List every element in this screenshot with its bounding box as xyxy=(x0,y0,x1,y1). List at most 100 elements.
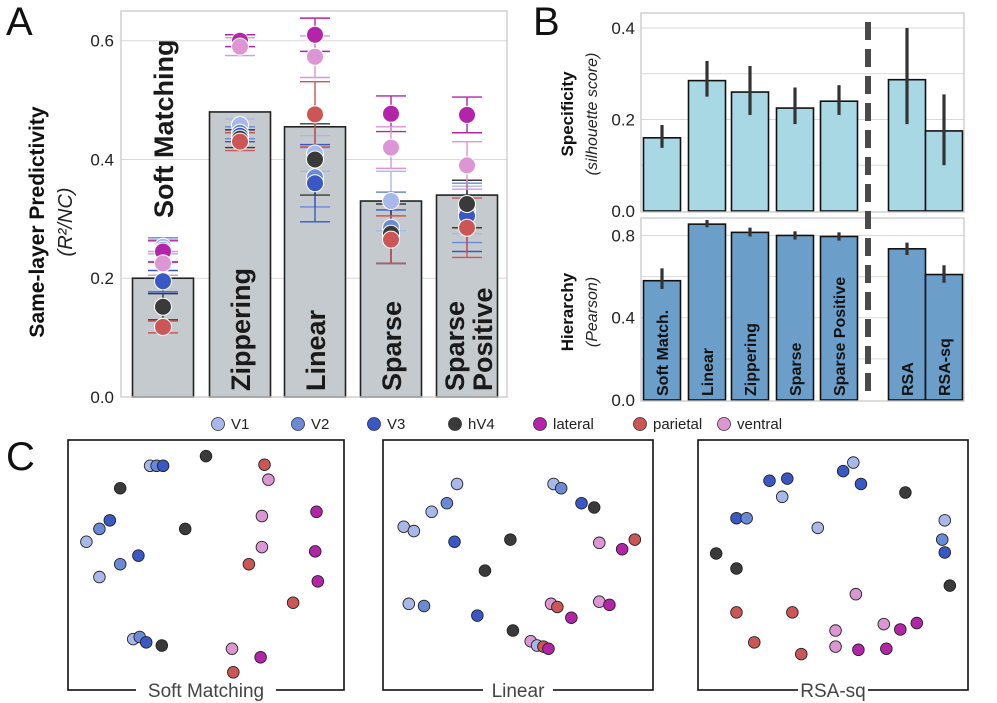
panel-c-point-V2 xyxy=(113,557,127,571)
panel-c-point-V1 xyxy=(811,521,825,535)
panel-a-point-hV4 xyxy=(306,150,324,169)
panel-a-bar-label: Zippering xyxy=(226,268,256,391)
panel-a-point-parietal xyxy=(458,218,476,237)
panel-c-point-hV4 xyxy=(113,481,127,495)
panel-a-bar-label: Linear xyxy=(301,309,331,391)
panel-b-bar-label: Linear xyxy=(700,348,717,396)
panel-b-hier-ytick-label: 0.4 xyxy=(611,309,635,328)
panel-c-point-ventral xyxy=(849,587,863,601)
panel-c-point-lateral xyxy=(254,651,267,664)
panel-a-point-ventral xyxy=(231,37,249,56)
legend-label: V2 xyxy=(311,416,329,433)
panel-a-chart: Soft Matching Zippering Linear Sparse Sparse… xyxy=(26,10,508,407)
panel-b-hier-frame xyxy=(640,217,965,402)
panel-c-point-V1 xyxy=(425,505,438,519)
panel-c-point-hV4 xyxy=(943,579,957,592)
panel-b-spec-frame xyxy=(640,12,965,213)
panel-c-point-parietal xyxy=(730,606,743,619)
panel-c-point-parietal xyxy=(551,600,564,614)
panel-c-point-lateral xyxy=(603,598,616,612)
legend-marker-hV4 xyxy=(448,417,462,431)
panel-c-point-ventral xyxy=(829,624,842,637)
panel-a-bar-label: Positive xyxy=(468,287,498,391)
panel-c-point-ventral xyxy=(255,509,269,523)
panel-b-bar-label: Sparse xyxy=(788,343,805,396)
panel-b-hier-ylabel-sub: (Pearson) xyxy=(584,277,601,347)
panel-c-point-ventral xyxy=(225,642,239,655)
panel-b-spec-bar xyxy=(687,79,727,212)
panel-c-point-V1 xyxy=(407,524,421,538)
panel-letter-a: A xyxy=(6,0,33,44)
legend-label: lateral xyxy=(553,416,594,433)
panel-a-point-V1 xyxy=(382,192,400,211)
panel-c-point-parietal xyxy=(227,666,240,679)
panel-a-point-V3 xyxy=(306,174,324,193)
panel-c-title: Linear xyxy=(492,681,545,702)
panel-c-point-V2 xyxy=(417,599,431,613)
panel-b-spec-ytick-label: 0.0 xyxy=(611,202,635,221)
panel-a-ylabel-sub: (R²/NC) xyxy=(55,188,77,257)
panel-c-point-lateral xyxy=(308,545,322,558)
panel-a-bar xyxy=(208,111,272,398)
panel-c-frame xyxy=(382,439,654,691)
panel-c-point-V3 xyxy=(575,496,588,510)
panel-b-hier-bar xyxy=(887,248,927,401)
panel-b-hier-bar xyxy=(642,279,682,401)
panel-c-point-parietal xyxy=(628,533,642,546)
panel-c-point-ventral xyxy=(593,536,606,550)
panel-c-point-hV4 xyxy=(178,522,192,536)
panel-a-point-lateral xyxy=(306,25,324,44)
panel-c-point-V3 xyxy=(471,609,484,622)
panel-c-point-V1 xyxy=(80,535,93,548)
panel-c-point-hV4 xyxy=(155,639,169,652)
panel-b-hier-bar xyxy=(924,273,964,401)
legend-marker-V2 xyxy=(291,417,305,431)
panel-b-bar-label: RSA-sq xyxy=(937,338,954,396)
panel-c-point-V1 xyxy=(402,597,416,611)
panel-c-frame xyxy=(67,439,345,691)
panel-a-ytick-label: 0.2 xyxy=(90,269,114,288)
panel-c-embeddings: Soft Matching Linear RSA-sq xyxy=(67,439,969,702)
panel-c-point-V3 xyxy=(103,514,117,527)
panel-c-point-parietal xyxy=(795,647,808,661)
panel-c-point-V3 xyxy=(139,636,153,649)
legend-label: parietal xyxy=(653,416,702,433)
panel-a-point-ventral xyxy=(154,254,172,273)
panel-a-frame xyxy=(120,10,508,398)
panel-b-spec-ylabel: Specificity xyxy=(558,71,577,157)
panel-c-point-V1 xyxy=(450,477,464,491)
panel-c-point-lateral xyxy=(894,623,907,636)
panel-c-point-lateral xyxy=(615,542,629,556)
panel-c-point-lateral xyxy=(310,505,323,519)
panel-c-point-V1 xyxy=(93,570,106,584)
panel-a-bar-label: Sparse xyxy=(440,301,470,391)
panel-c-point-V2 xyxy=(440,496,454,510)
panel-c-point-V2 xyxy=(935,533,949,546)
legend-marker-V1 xyxy=(211,417,225,431)
panel-b-spec-ylabel-sub: (silhouette score) xyxy=(584,53,601,176)
panel-b-spec-ytick-label: 0.4 xyxy=(611,19,635,38)
panel-b-spec-bar xyxy=(819,100,859,212)
panel-c-point-hV4 xyxy=(730,562,743,575)
roi-legend: V1 V2 V3 hV4 lateral parietal ventral xyxy=(211,416,782,433)
panel-b-bar-label: RSA xyxy=(900,362,917,396)
panel-c-point-ventral xyxy=(262,473,275,486)
panel-c-point-hV4 xyxy=(709,547,723,560)
panel-c-point-ventral xyxy=(829,640,842,653)
panel-a-point-ventral xyxy=(382,138,400,157)
panel-a-bar-label: Soft Matching xyxy=(149,40,179,218)
panel-b-chart: Soft Match. Linear Zippering Sparse Sparse P… xyxy=(558,12,965,410)
panel-a-bar-label: Sparse xyxy=(377,301,407,391)
panel-c-point-V3 xyxy=(763,474,776,488)
panel-c-point-V3 xyxy=(836,464,850,478)
panel-c-point-lateral xyxy=(880,642,893,655)
panel-c-point-parietal xyxy=(286,596,300,609)
panel-a-point-lateral xyxy=(458,105,476,124)
panel-c-point-V1 xyxy=(847,456,860,469)
panel-c-point-parietal xyxy=(242,557,256,571)
panel-b-hier-ytick-label: 0.8 xyxy=(611,226,635,245)
panel-c-point-V2 xyxy=(93,522,106,536)
panel-a-point-parietal xyxy=(382,230,400,249)
panel-c-point-V3 xyxy=(156,459,170,473)
